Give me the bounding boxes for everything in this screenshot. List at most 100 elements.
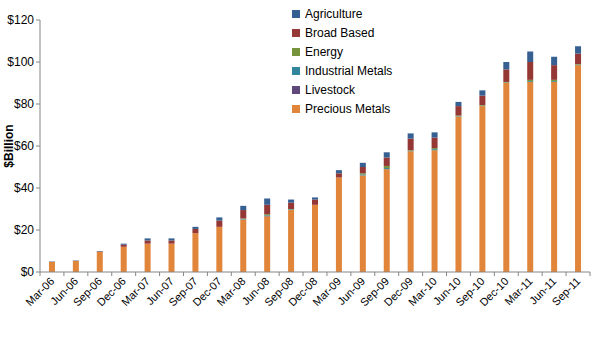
bar xyxy=(73,261,79,272)
bar xyxy=(360,167,366,173)
x-tick-mark xyxy=(350,272,351,276)
bar xyxy=(432,150,438,272)
bar xyxy=(121,244,127,245)
y-tick-label: $0 xyxy=(21,265,35,279)
x-tick-mark xyxy=(279,272,280,276)
bar xyxy=(192,233,198,272)
bar xyxy=(49,261,55,262)
bar xyxy=(288,203,294,209)
bar xyxy=(240,220,246,273)
bar xyxy=(527,82,533,272)
y-axis-label: $Billion xyxy=(2,124,16,167)
bar xyxy=(384,169,390,170)
bar xyxy=(455,102,461,106)
bar xyxy=(575,64,581,65)
bar xyxy=(121,247,127,272)
bar xyxy=(479,106,485,107)
x-tick-mark xyxy=(446,272,447,276)
bar xyxy=(551,57,557,65)
bar xyxy=(503,62,509,69)
x-tick-mark xyxy=(183,272,184,276)
legend-swatch xyxy=(292,105,300,113)
bar xyxy=(73,260,79,261)
bar xyxy=(551,82,557,272)
bar xyxy=(479,96,485,105)
bar xyxy=(49,261,55,262)
bar xyxy=(264,216,270,272)
legend-label: Livestock xyxy=(305,83,356,97)
bar xyxy=(240,218,246,220)
x-tick-mark xyxy=(255,272,256,276)
bar xyxy=(97,251,103,252)
bar xyxy=(455,106,461,115)
legend-swatch xyxy=(292,86,300,94)
bar xyxy=(73,260,79,261)
bar xyxy=(97,251,103,252)
y-tick-label: $40 xyxy=(14,181,34,195)
bar xyxy=(240,219,246,220)
bar xyxy=(408,151,414,152)
bar xyxy=(73,260,79,261)
bar xyxy=(145,241,151,244)
bar xyxy=(384,166,390,168)
bar xyxy=(97,251,103,252)
x-tick-mark xyxy=(422,272,423,276)
bar xyxy=(408,150,414,151)
bar xyxy=(360,174,366,175)
bar xyxy=(49,262,55,272)
bar xyxy=(264,215,270,216)
x-tick-mark xyxy=(87,272,88,276)
bar xyxy=(312,197,318,199)
bar xyxy=(216,227,222,272)
bar xyxy=(145,244,151,272)
bar xyxy=(216,221,222,227)
bar xyxy=(97,251,103,252)
legend-swatch xyxy=(292,67,300,75)
bar xyxy=(360,175,366,272)
bar xyxy=(192,229,198,233)
bar xyxy=(240,206,246,210)
legend: AgricultureBroad BasedEnergyIndustrial M… xyxy=(292,7,392,116)
legend-label: Agriculture xyxy=(305,7,363,21)
y-tick-label: $60 xyxy=(14,139,34,153)
bar xyxy=(360,163,366,167)
x-tick-mark xyxy=(40,272,41,276)
legend-swatch xyxy=(292,10,300,18)
bar xyxy=(384,168,390,169)
bar xyxy=(360,173,366,174)
x-tick-mark xyxy=(374,272,375,276)
bar xyxy=(527,52,533,63)
bars xyxy=(49,46,581,272)
bar xyxy=(503,82,509,83)
bar xyxy=(408,151,414,272)
x-tick-mark xyxy=(518,272,519,276)
x-tick-mark xyxy=(207,272,208,276)
bar xyxy=(49,261,55,262)
bar xyxy=(575,65,581,66)
bar xyxy=(264,214,270,215)
y-tick xyxy=(36,104,40,105)
y-tick-label: $20 xyxy=(14,223,34,237)
x-axis xyxy=(40,272,590,273)
bar xyxy=(384,152,390,157)
x-tick-label: Mar-11 xyxy=(502,275,535,308)
bar xyxy=(575,46,581,53)
bar xyxy=(527,62,533,80)
bar xyxy=(384,169,390,272)
y-tick xyxy=(36,188,40,189)
legend-swatch xyxy=(292,29,300,37)
bar xyxy=(97,251,103,252)
bar xyxy=(384,158,390,166)
bar xyxy=(455,117,461,272)
bar xyxy=(575,54,581,65)
x-tick-label: Sep-11 xyxy=(549,275,582,308)
bar xyxy=(264,205,270,214)
bar xyxy=(455,116,461,117)
bar xyxy=(479,106,485,272)
x-tick-mark xyxy=(494,272,495,276)
bar xyxy=(551,81,557,82)
x-tick-mark xyxy=(135,272,136,276)
x-tick-mark xyxy=(326,272,327,276)
bar xyxy=(432,149,438,150)
bar xyxy=(527,81,533,82)
